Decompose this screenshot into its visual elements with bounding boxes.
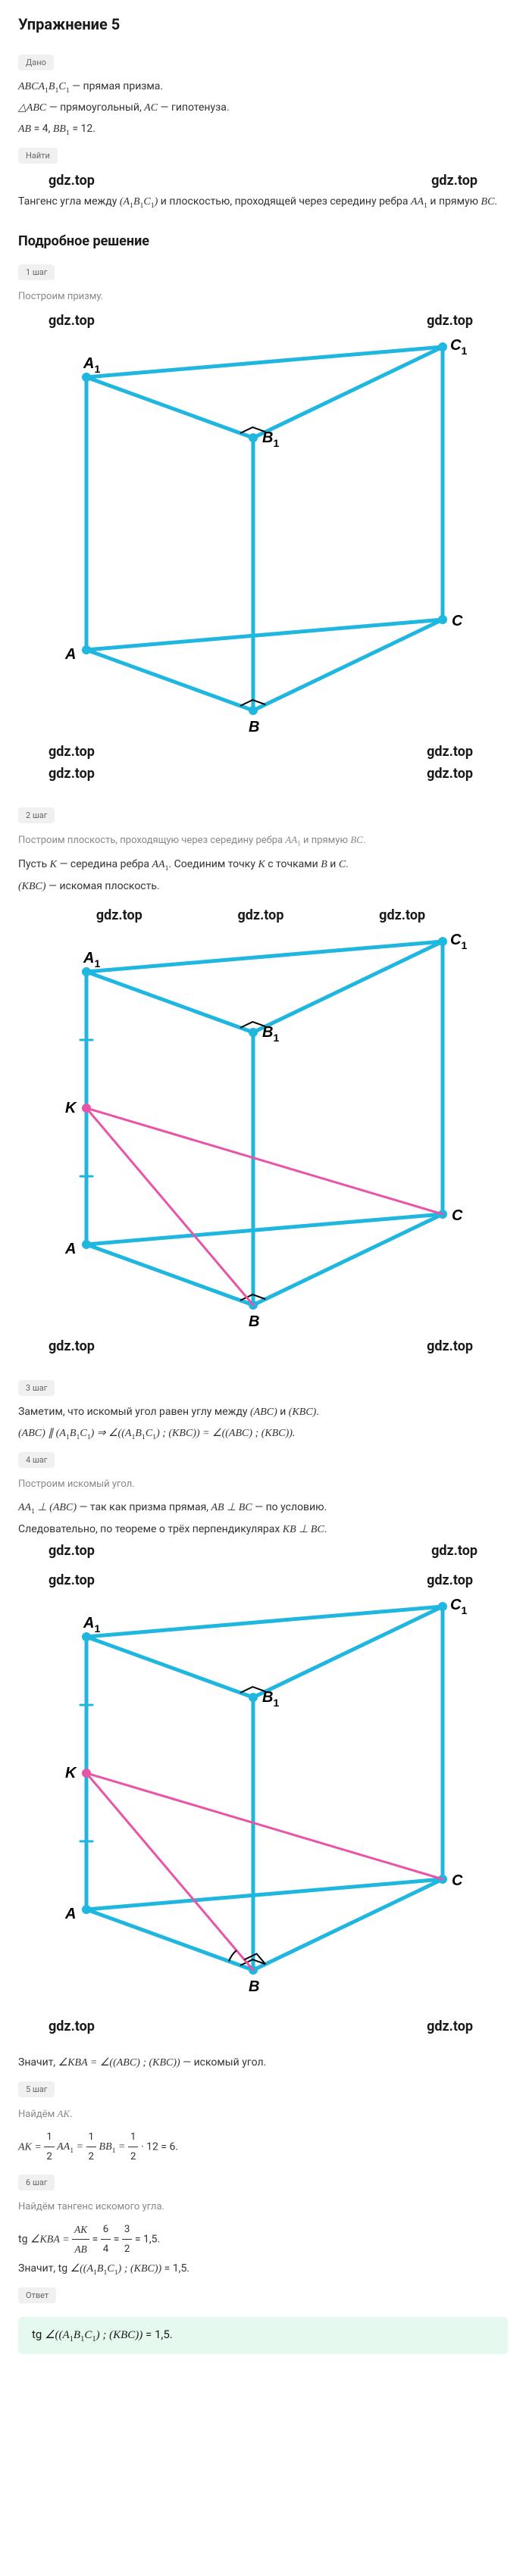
step-1-pill: 1 шаг (18, 264, 55, 280)
text-line: Значит, tg ∠((A1B1C1) ; (KBC)) = 1,5. (18, 2259, 508, 2280)
given-pill: Дано (18, 55, 54, 70)
text-line: △ABC — прямоугольный, AC — гипотенуза. (18, 98, 508, 119)
svg-text:C1: C1 (450, 932, 467, 951)
svg-text:B1: B1 (262, 1689, 279, 1709)
step-4-after: Значит, ∠KBA = ∠((ABC) ; (KBC)) — искомы… (18, 2053, 508, 2074)
text-line: (ABC) ∥ (A1B1C1) ⇒ ∠((A1B1C1) ; (KBC)) =… (18, 1423, 508, 1444)
text-line: ABCA1B1C1 — прямая призма. (18, 76, 508, 98)
svg-text:B1: B1 (262, 1024, 279, 1044)
step-6-pill: 6 шаг (18, 2175, 55, 2190)
svg-text:B1: B1 (262, 429, 279, 449)
svg-text:B: B (249, 1313, 259, 1330)
text-line: Пусть K — середина ребра AA1. Соединим т… (18, 854, 508, 876)
svg-text:A: A (64, 1241, 76, 1257)
diagram-2: gdz.topgdz.topgdz.top ABCA1B1C1K gdz.top… (18, 904, 503, 1357)
svg-text:B: B (249, 1978, 259, 1995)
answer-pill: Ответ (18, 2287, 56, 2303)
answer-box: tg ∠((A1B1C1) ; (KBC)) = 1,5. (18, 2317, 508, 2354)
svg-text:A1: A1 (83, 1615, 100, 1635)
text-line: tg ∠KBA = AKAB = 64 = 32 = 1,5. (18, 2220, 508, 2259)
text-line: Следовательно, по теореме о трёх перпенд… (18, 1519, 508, 1541)
text-line: Заметим, что искомый угол равен углу меж… (18, 1402, 508, 1423)
text-line: AB = 4, BB1 = 12. (18, 119, 508, 140)
step-2-pill: 2 шаг (18, 807, 55, 823)
find-pill: Найти (18, 148, 58, 164)
step-4-caption: Построим искомый угол. (18, 1478, 508, 1490)
svg-text:K: K (65, 1765, 77, 1781)
svg-text:C1: C1 (450, 1597, 467, 1616)
svg-text:C: C (452, 1872, 463, 1889)
step-1-caption: Построим призму. (18, 291, 508, 302)
solution-title: Подробное решение (18, 233, 508, 249)
svg-text:A1: A1 (83, 355, 100, 375)
step-5-line: AK = 12 AA1 = 12 BB1 = 12 · 12 = 6. (18, 2128, 508, 2167)
step-6-caption: Найдём тангенс искомого угла. (18, 2201, 508, 2212)
prism-svg-3: A B C A1 B1 C1 K (18, 1591, 503, 2016)
svg-text:K: K (65, 1100, 77, 1116)
diagram-1: gdz.topgdz.top ABCA1B1C1 gdz.topgdz.top … (18, 310, 503, 785)
text-line: AA1 ⊥ (ABC) — так как призма прямая, AB … (18, 1497, 508, 1519)
diagram-3: gdz.topgdz.top ABCA1B1C1K gdz.topgdz.top (18, 1569, 503, 2037)
prism-svg-1: A B C A1 B1 C1 (18, 332, 503, 741)
step-4-pill: 4 шаг (18, 1452, 55, 1468)
svg-text:A1: A1 (83, 950, 100, 970)
svg-text:A: A (64, 646, 76, 663)
watermark-row: gdz.topgdz.top (18, 170, 508, 192)
step-2-caption: Построим плоскость, проходящую через сер… (18, 834, 508, 848)
step-5-pill: 5 шаг (18, 2081, 55, 2097)
page-title: Упражнение 5 (18, 15, 508, 33)
svg-text:C: C (452, 613, 463, 629)
svg-text:B: B (249, 719, 259, 735)
svg-text:A: A (64, 1906, 76, 1922)
find-text: Тангенс угла между (A1B1C1) и плоскостью… (18, 192, 508, 213)
svg-text:C: C (452, 1207, 463, 1224)
text-line: (KBC) — искомая плоскость. (18, 876, 508, 898)
step-3-pill: 3 шаг (18, 1380, 55, 1396)
prism-svg-2: A B C A1 B1 C1 K (18, 926, 503, 1335)
svg-text:C1: C1 (450, 337, 467, 357)
step-5-caption: Найдём AK. (18, 2108, 508, 2120)
